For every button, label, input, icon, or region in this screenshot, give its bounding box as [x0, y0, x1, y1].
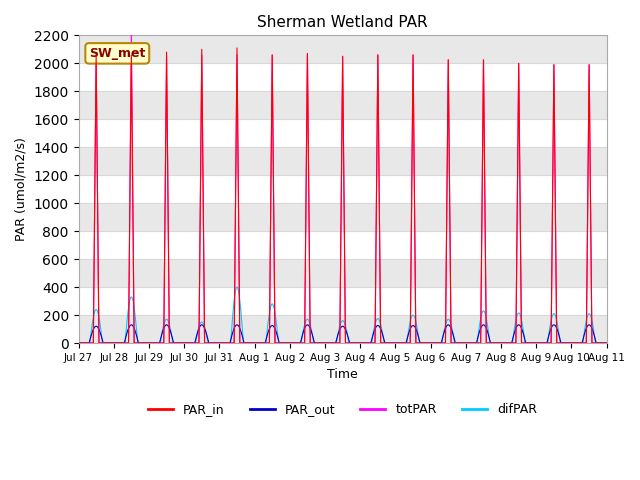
difPAR	[593, 340, 600, 346]
X-axis label: Time: Time	[327, 368, 358, 381]
totPAR	[536, 340, 543, 346]
Line: difPAR: difPAR	[79, 287, 607, 343]
difPAR	[135, 340, 143, 346]
PAR_out	[300, 327, 308, 333]
Bar	[79, 259, 607, 287]
Bar	[79, 91, 607, 119]
PAR_out	[603, 340, 611, 346]
difPAR	[603, 340, 611, 346]
PAR_in	[603, 340, 611, 346]
totPAR	[75, 340, 83, 346]
PAR_in	[166, 340, 174, 346]
PAR_in	[536, 340, 543, 346]
totPAR	[135, 340, 143, 346]
totPAR	[603, 340, 611, 346]
PAR_in	[277, 340, 285, 346]
difPAR	[233, 284, 241, 290]
Line: PAR_out: PAR_out	[79, 325, 607, 343]
Title: Sherman Wetland PAR: Sherman Wetland PAR	[257, 15, 428, 30]
totPAR	[166, 340, 174, 346]
PAR_out	[593, 340, 600, 346]
PAR_out	[127, 322, 135, 328]
Bar	[79, 36, 607, 63]
difPAR	[536, 340, 543, 346]
difPAR	[75, 340, 83, 346]
PAR_out	[277, 340, 285, 346]
Y-axis label: PAR (umol/m2/s): PAR (umol/m2/s)	[15, 137, 28, 241]
totPAR	[127, 27, 135, 33]
Line: totPAR: totPAR	[79, 30, 607, 343]
Bar	[79, 147, 607, 175]
Legend: PAR_in, PAR_out, totPAR, difPAR: PAR_in, PAR_out, totPAR, difPAR	[143, 398, 542, 421]
totPAR	[277, 340, 285, 346]
Text: SW_met: SW_met	[89, 47, 145, 60]
totPAR	[300, 340, 308, 346]
PAR_out	[536, 340, 543, 346]
difPAR	[166, 325, 174, 331]
PAR_in	[593, 340, 600, 346]
difPAR	[277, 340, 285, 346]
PAR_in	[233, 45, 241, 51]
PAR_in	[300, 340, 308, 346]
Line: PAR_in: PAR_in	[79, 48, 607, 343]
difPAR	[300, 324, 308, 330]
Bar	[79, 203, 607, 231]
totPAR	[593, 340, 600, 346]
PAR_out	[166, 328, 174, 334]
PAR_in	[135, 340, 143, 346]
PAR_in	[75, 340, 83, 346]
PAR_out	[135, 340, 143, 346]
Bar	[79, 315, 607, 343]
PAR_out	[75, 340, 83, 346]
